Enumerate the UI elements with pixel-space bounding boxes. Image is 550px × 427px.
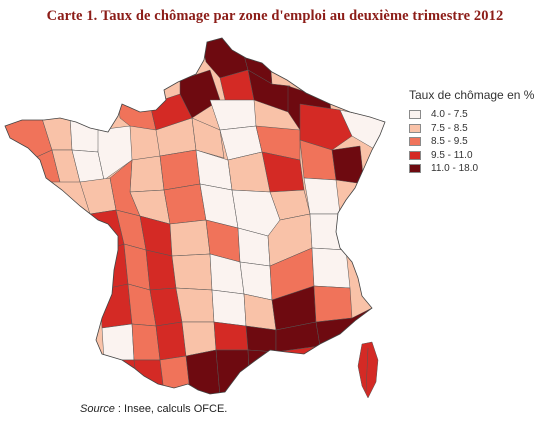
legend-swatch [409,164,421,173]
legend-label: 4.0 - 7.5 [431,109,468,120]
legend-title: Taux de chômage en % [409,88,535,102]
zone-montpellier [247,349,281,394]
zone-bayonne [103,359,139,393]
map-legend: Taux de chômage en % 4.0 - 7.5 7.5 - 8.5 8… [409,88,534,176]
zone-marseille [275,345,321,381]
zone-ales [245,325,277,353]
zone-chartres [159,149,201,191]
legend-item: 11.0 - 18.0 [409,162,534,175]
zone-mont-de-marsan [101,323,135,361]
zone-toulouse-foix [185,349,221,394]
zone-rennes [97,125,133,181]
zone-aurillac [211,289,247,327]
map-title: Carte 1. Taux de chômage par zone d'empl… [46,8,504,24]
zone-geneve [309,213,347,251]
legend-item: 4.0 - 7.5 [409,108,534,121]
corsica-divider [365,347,369,393]
legend-label: 7.5 - 8.5 [431,122,468,134]
zone-limoges [145,249,177,291]
source-note: Source : Insee, calculs OFCE. [80,403,227,415]
legend-item: 9.5 - 11.0 [409,149,534,162]
zone-brest [5,111,53,161]
legend-label: 8.5 - 9.5 [431,136,468,147]
zone-metz [299,103,353,151]
zone-pau [133,359,165,393]
zone-rodez [213,321,249,351]
zone-gap [313,285,353,323]
zone-agen [131,323,161,361]
legend-label: 9.5 - 11.0 [431,149,473,161]
zone-carcassonne [215,349,251,394]
zone-corsica [357,341,379,399]
source-text: : Insee, calculs OFCE. [114,403,228,415]
zone-grenoble [311,247,351,289]
zone-bordeaux [99,283,133,329]
zone-besancon [303,177,341,215]
france-choropleth-map [4,37,386,399]
legend-swatch [409,123,421,133]
zone-tours [163,183,207,225]
zone-le-mans [129,155,165,193]
zone-chateauroux [169,219,211,257]
legend-swatch [409,137,421,146]
legend-swatch [409,110,421,119]
zone-montauban [155,321,187,361]
france-outline [4,37,386,395]
legend-item: 8.5 - 9.5 [409,135,534,148]
source-prefix: Source [80,403,115,415]
zone-evreux [191,117,225,159]
zone-le-havre [179,69,221,119]
zone-brive [175,287,215,323]
zone-tarbes [159,355,191,393]
legend-item: 7.5 - 8.5 [409,122,534,135]
zone-gueret [171,253,213,291]
legend-swatch [409,150,421,160]
legend-items: 4.0 - 7.5 7.5 - 8.5 8.5 - 9.5 9.5 - 11.0 11.… [409,108,534,175]
map-regions [5,38,385,394]
legend-label: 11.0 - 18.0 [431,163,479,174]
